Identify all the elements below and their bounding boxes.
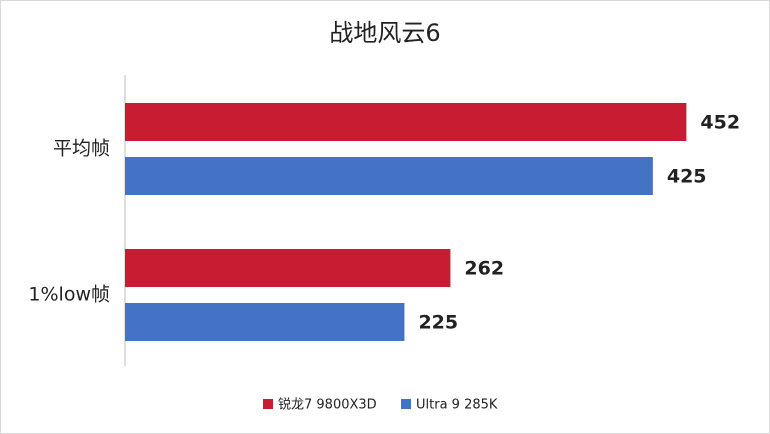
bar xyxy=(125,157,653,195)
legend-swatch xyxy=(401,399,411,409)
data-label: 425 xyxy=(667,166,707,188)
legend-label: Ultra 9 285K xyxy=(416,398,498,413)
data-label: 225 xyxy=(418,312,458,334)
legend-label: 锐龙7 9800X3D xyxy=(278,398,377,413)
bar xyxy=(125,103,687,141)
data-label: 452 xyxy=(700,112,740,134)
y-tick-label: 平均帧 xyxy=(53,138,110,160)
chart-title: 战地风云6 xyxy=(329,19,440,47)
data-label: 262 xyxy=(464,258,504,280)
legend-swatch xyxy=(263,399,273,409)
bar xyxy=(125,303,405,341)
y-tick-label: 1%low帧 xyxy=(28,284,110,306)
bar xyxy=(125,249,451,287)
